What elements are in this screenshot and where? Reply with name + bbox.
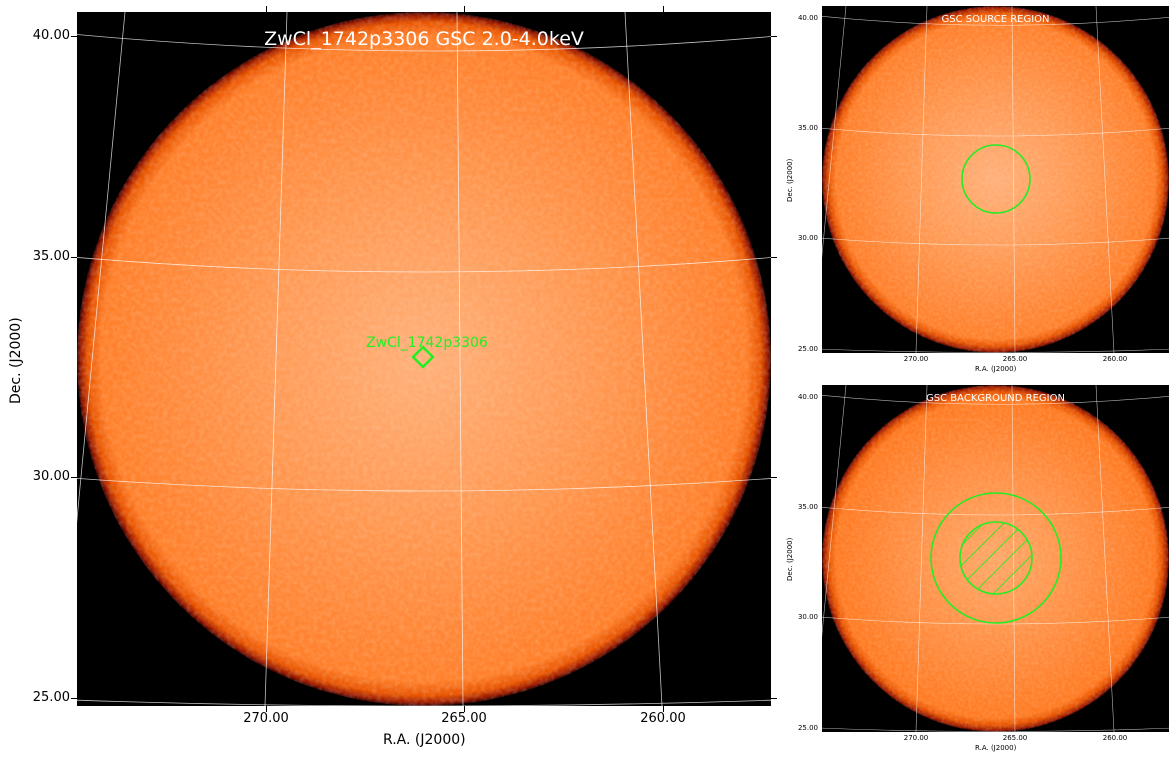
background-xtick-label: 265.00 <box>1003 734 1028 742</box>
source-xtick-label: 260.00 <box>1103 355 1128 363</box>
source-sky-image <box>822 6 1169 353</box>
main-ytick-label: 35.00 <box>20 249 70 264</box>
main-xtick-label: 265.00 <box>441 711 487 726</box>
source-ylabel: Dec. (J2000) <box>786 159 794 202</box>
main-sky-image <box>77 12 771 706</box>
background-ytick-label: 25.00 <box>790 724 818 732</box>
source-panel-title: GSC SOURCE REGION <box>822 14 1169 25</box>
main-title: ZwCl_1742p3306 GSC 2.0-4.0keV <box>77 28 771 50</box>
background-xlabel: R.A. (J2000) <box>975 744 1016 752</box>
background-panel-title: GSC BACKGROUND REGION <box>822 393 1169 404</box>
background-sky-image <box>822 385 1169 732</box>
source-xlabel: R.A. (J2000) <box>975 365 1016 373</box>
background-xtick-label: 260.00 <box>1103 734 1128 742</box>
source-ytick-label: 35.00 <box>790 124 818 132</box>
source-ytick-label: 30.00 <box>790 234 818 242</box>
main-ytick-label: 40.00 <box>20 28 70 43</box>
source-ytick-label: 25.00 <box>790 345 818 353</box>
background-region-panel[interactable]: GSC BACKGROUND REGION <box>822 385 1169 732</box>
source-ytick-label: 40.00 <box>790 14 818 22</box>
source-region-panel[interactable]: GSC SOURCE REGION <box>822 6 1169 353</box>
background-ylabel: Dec. (J2000) <box>786 538 794 581</box>
background-ytick-label: 35.00 <box>790 503 818 511</box>
main-xtick-label: 260.00 <box>640 711 686 726</box>
main-xlabel: R.A. (J2000) <box>383 732 466 748</box>
main-xtick-label: 270.00 <box>243 711 289 726</box>
main-ytick-label: 25.00 <box>20 690 70 705</box>
background-ytick-label: 30.00 <box>790 613 818 621</box>
source-xtick-label: 265.00 <box>1003 355 1028 363</box>
background-xtick-label: 270.00 <box>904 734 929 742</box>
main-ylabel: Dec. (J2000) <box>8 317 24 404</box>
source-label: ZwCl_1742p3306 <box>366 335 488 351</box>
background-ytick-label: 40.00 <box>790 393 818 401</box>
source-xtick-label: 270.00 <box>904 355 929 363</box>
main-image-panel[interactable]: ZwCl_1742p3306 GSC 2.0-4.0keV ZwCl_1742p… <box>77 12 771 706</box>
main-ytick-label: 30.00 <box>20 469 70 484</box>
